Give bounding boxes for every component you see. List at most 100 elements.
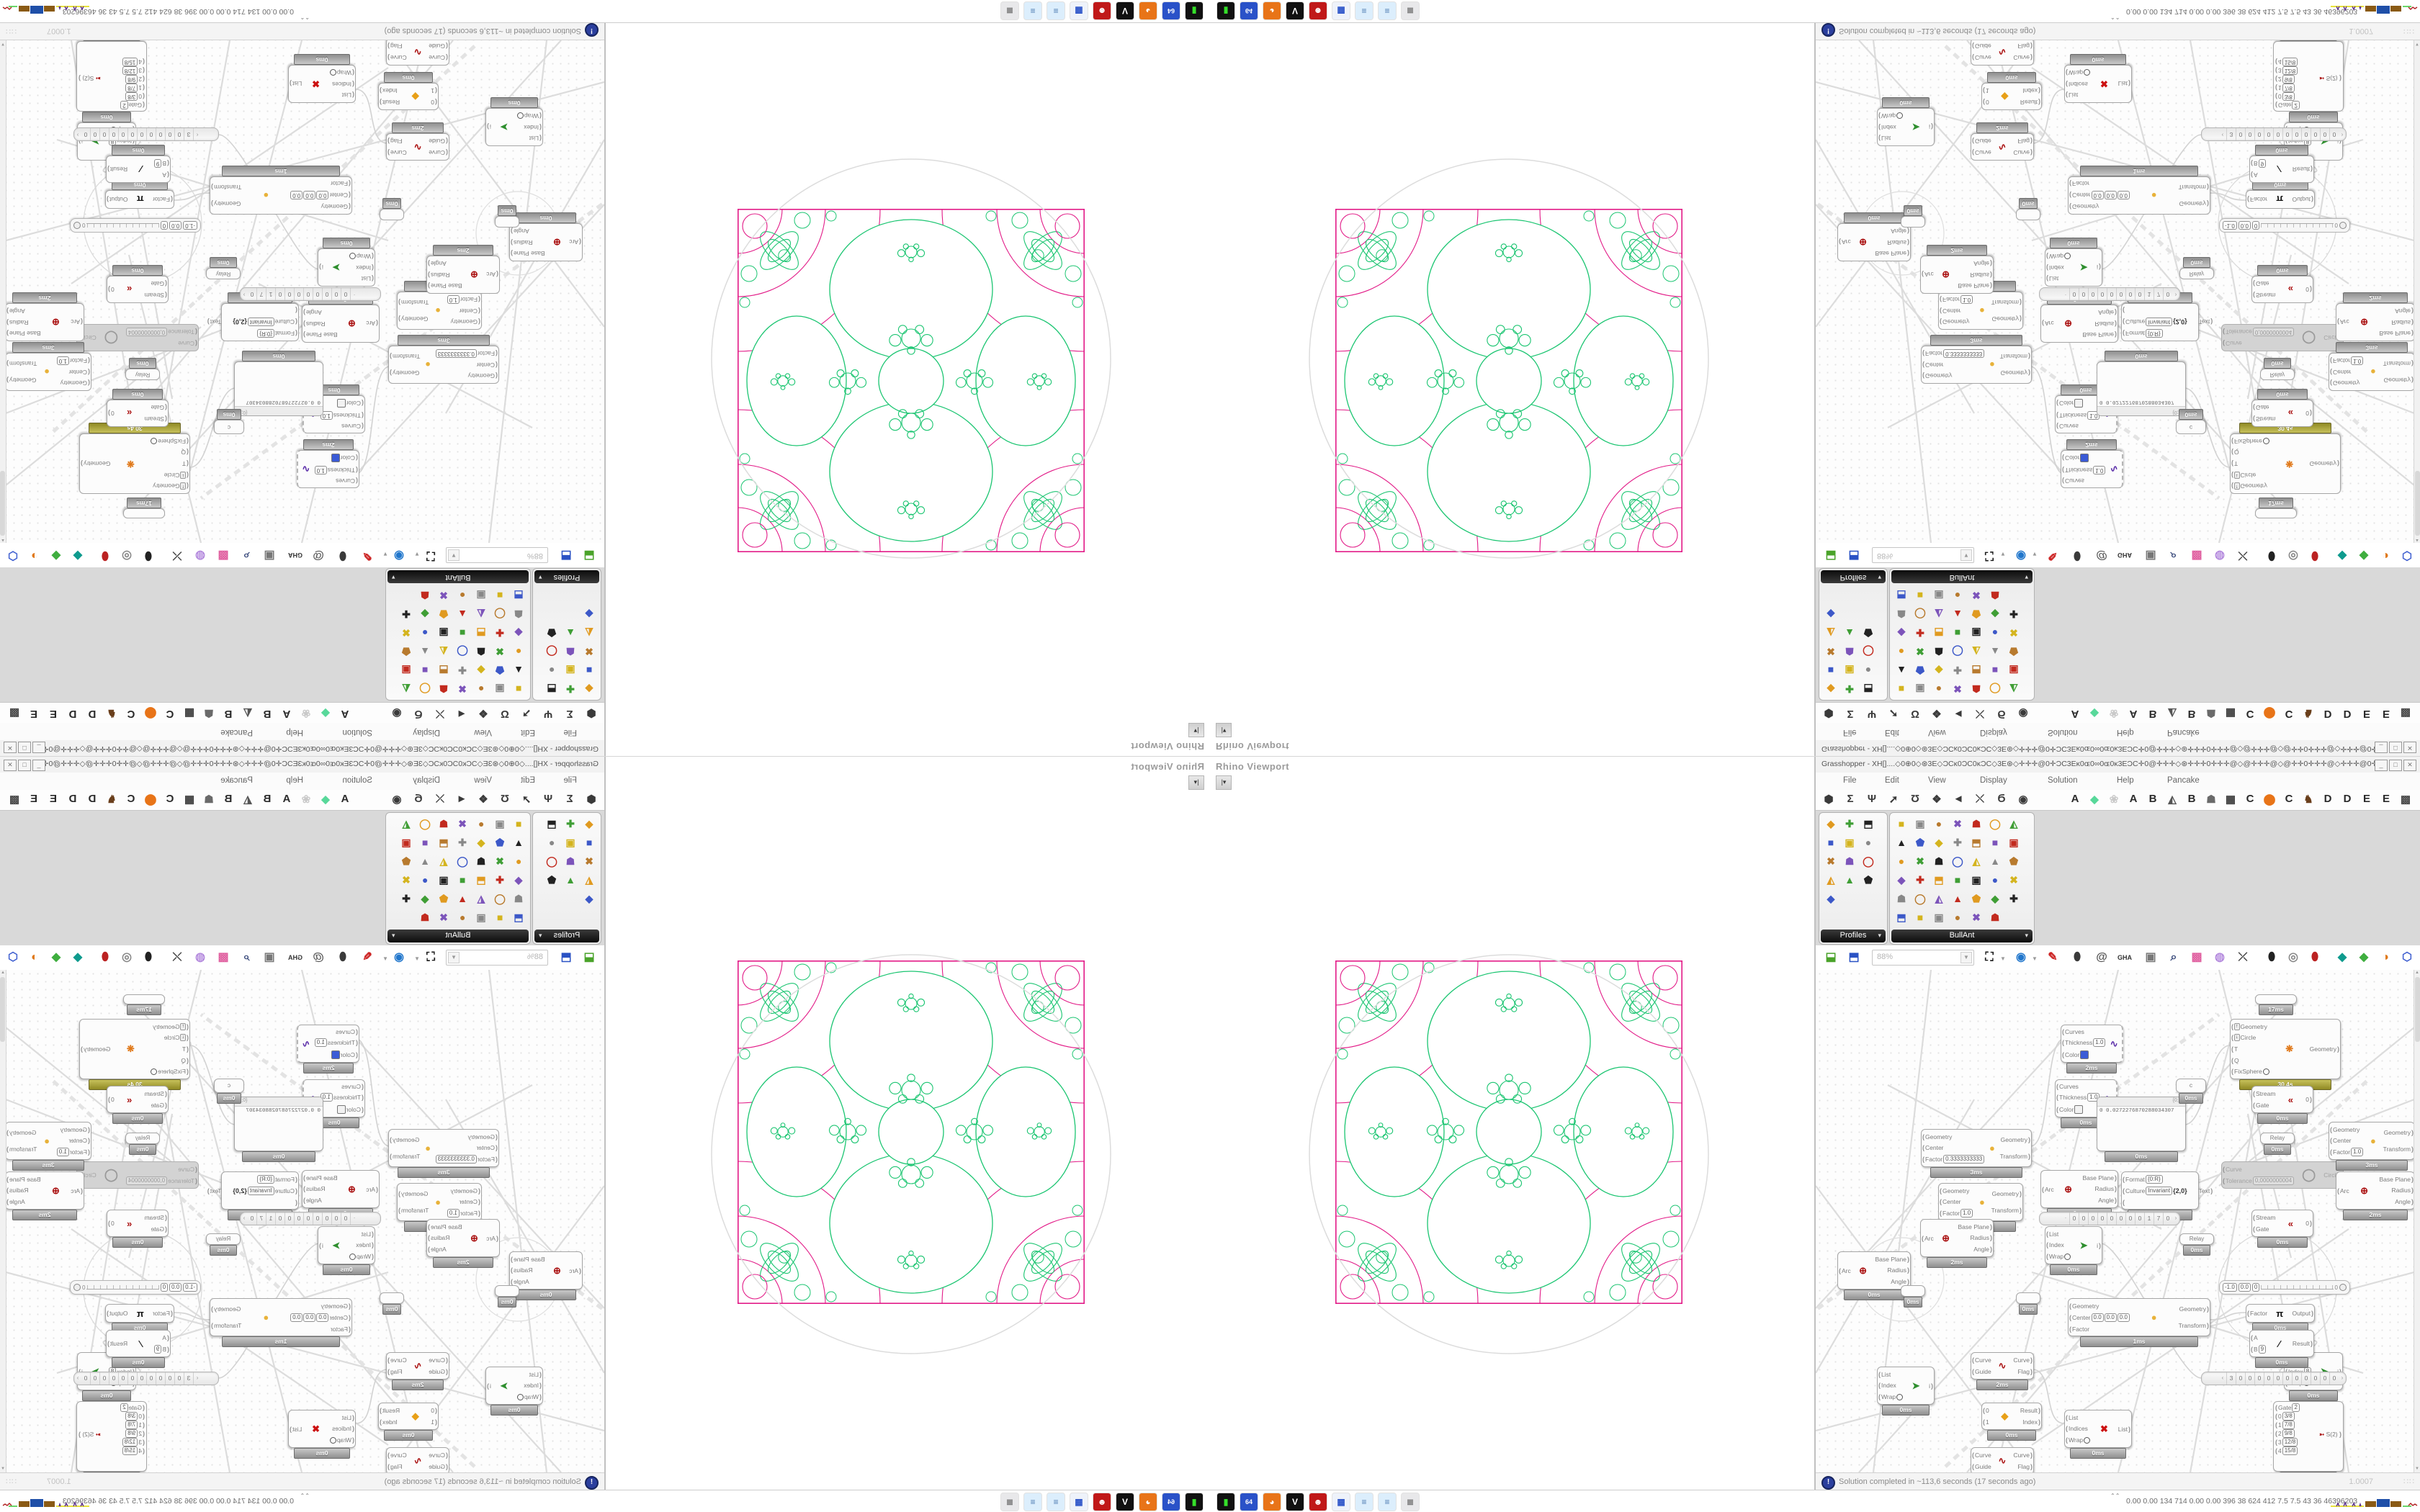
small-node[interactable]: 0ms [495,205,519,228]
component-icon[interactable]: ◯ [1952,646,1963,657]
menu-help[interactable]: Help [286,776,303,785]
robot-icon[interactable]: ☻ [1309,2,1327,19]
component-icon[interactable]: ◭ [439,646,448,657]
tab-gem[interactable]: ◆ [2090,793,2099,806]
zoom-combobox[interactable]: 88% ▼ [446,547,548,563]
chevron-down-icon[interactable]: ▼ [2032,955,2038,962]
tab-grid[interactable]: ▦ [2225,793,2236,806]
tab-vector[interactable]: ➚ [521,793,532,806]
component-icon[interactable]: ⬟ [547,874,557,886]
robot-icon[interactable]: ☻ [1093,1493,1111,1511]
component-icon[interactable]: ▲ [1990,646,2000,657]
gem-orange-icon[interactable]: ◑ [31,549,38,562]
deconstruct-arc-node[interactable]: (Arc ⊕ Base Plane) Radius) Angle) 2ms [426,245,500,294]
small-node[interactable]: 17ms [2255,994,2297,1015]
stream-gate-node[interactable]: (Gate 2(0 3/8(1 7/8(2 9/8(3 12/8(4 15/8 ➳ S(2) … [2273,40,2344,112]
tab-gem[interactable]: ◆ [321,707,330,719]
firefox-icon[interactable]: ◕ [1263,2,1281,19]
component-icon[interactable]: ☗ [1990,912,2000,923]
viewport-collapse-button[interactable]: |▾ [1188,723,1204,737]
list-item-node[interactable]: (List(Index(Wrap ➤ i) 0ms [318,238,375,287]
component-icon[interactable]: ☗ [1971,818,1981,829]
chevron-down-icon[interactable]: ▼ [382,955,388,962]
component-icon[interactable]: ✖ [1916,855,1924,867]
relay-node[interactable]: Relay 0ms [2179,257,2214,279]
palette-label[interactable]: Profiles ▾ [1821,930,1886,942]
component-icon[interactable]: ◭ [2009,683,2018,695]
tab-mouse[interactable]: ☗ [2206,707,2216,719]
stream-gate-node[interactable]: (Gate 2(0 3/8(1 7/8(2 9/8(3 12/8(4 15/8 ➳ S(2) … [2273,1401,2344,1472]
component-icon[interactable]: ■ [586,665,593,676]
component-icon[interactable]: ■ [496,912,503,923]
component-icon[interactable]: ☗ [1845,646,1855,657]
tab-a2[interactable]: A [2129,793,2138,805]
component-icon[interactable]: ◆ [421,893,429,904]
red-cylinder-icon[interactable]: ⬮ [2311,951,2319,963]
deconstruct-arc-node[interactable]: (Arc⊕Base Plane)Radius)Angle)0ms [1837,212,1911,261]
maximize-button[interactable]: □ [18,742,31,753]
save-file-icon[interactable]: ⬒ [1848,951,1860,963]
gem-teal-icon[interactable]: ◆ [2337,951,2347,963]
component-icon[interactable]: ☗ [1934,646,1944,657]
tab-orange[interactable]: ⬤ [2263,707,2276,719]
loop-solver-node[interactable]: (↑ Geometry(↓ Circle(T(Q(FixSphere ❋ Geometr… [2230,1019,2341,1090]
scale-node[interactable]: (Geometry(Center(Factor 1.0 ● Geometry) Tran… [397,1183,482,1232]
format-node[interactable]: (Format {0:R}(Culture Invariant {2,0}(Text)… [207,1171,299,1220]
sketch-icon[interactable]: ✎ [2048,549,2058,562]
notepad-icon[interactable]: ≡ [1047,1493,1065,1511]
component-icon[interactable]: ▲ [457,893,467,904]
wire-display-icon[interactable]: ⤫ [172,549,182,562]
component-icon[interactable]: ☗ [476,646,486,657]
component-icon[interactable]: ▣ [401,837,411,848]
tab-e1[interactable]: E [50,708,58,720]
tab-e2[interactable]: E [30,793,38,805]
small-node[interactable]: 17ms [2255,498,2297,518]
component-icon[interactable]: ▣ [1915,818,1925,829]
preview-eye-icon[interactable]: ◉ [394,951,404,963]
stream-gate-node[interactable]: (Gate 2(0 3/8(1 7/8(2 9/8(3 12/8(4 15/8 ➳ S(2) … [76,1401,147,1472]
tab-transform[interactable]: Ϭ [1997,793,2006,805]
component-icon[interactable]: ● [548,665,555,676]
open-file-icon[interactable]: ⬓ [583,951,595,963]
component-icon[interactable]: ✚ [1953,837,1962,848]
menu-edit[interactable]: Edit [1885,776,1899,785]
menu-help[interactable]: Help [2117,728,2134,737]
tab-dots[interactable]: ▩ [2400,793,2411,806]
component-icon[interactable]: ■ [515,683,522,695]
tab-d2[interactable]: D [2343,708,2352,720]
component-icon[interactable]: ⬒ [1863,818,1873,829]
component-icon[interactable]: ⬟ [439,893,449,904]
list-item-node[interactable]: (List(Index(Wrap ➤ i) 0ms [485,97,543,146]
gem-green-icon[interactable]: ◆ [51,549,61,562]
calculator-icon[interactable]: ▦ [1332,2,1350,19]
gem-orange-icon[interactable]: ◑ [2382,549,2389,562]
terminal-icon[interactable]: ▮ [1217,2,1234,19]
deconstruct-arc-node[interactable]: (Arc ⊕ Base Plane) Radius) Angle) 2ms [2336,292,2414,341]
canvas-scrollbar[interactable]: ▲ ▼ [0,970,6,1472]
component-icon[interactable]: ◯ [419,818,431,829]
component-icon[interactable]: ▲ [1953,893,1963,904]
component-icon[interactable]: ☗ [1896,608,1906,620]
digit-slider-node[interactable]: · 0 0 0 0 0 0 0 0 1 7 0 › [2039,287,2180,301]
tab-brain[interactable]: ❀ [301,793,311,806]
panel-node[interactable]: {0;0} 0 0.0272276870288034307 0ms [2097,351,2186,416]
tab-maths[interactable]: Σ [566,793,573,805]
digit-slider-node[interactable]: ‹ 3 0 0 0 0 0 0 0 0 0 0 0 › [2201,127,2347,141]
component-icon[interactable]: ◭ [1972,855,1981,867]
component-icon[interactable]: ▲ [565,874,575,886]
tab-mouse[interactable]: ☗ [2206,793,2216,806]
scale-nu-node[interactable]: (Geometry(Center 0.0 0.0 0.0(Factor ● Geometr… [210,1298,352,1347]
component-icon[interactable]: ● [459,590,466,601]
relay-node[interactable]: Relay 0ms [2179,1233,2214,1256]
tab-display[interactable]: ◉ [392,793,402,806]
chevron-down-icon[interactable]: ▼ [414,955,420,962]
close-button[interactable]: ✕ [2403,760,2416,771]
deconstruct-arc-node[interactable]: (Arc⊕Base Plane)Radius)Angle)0ms [509,1251,583,1300]
tab-b1[interactable]: B [263,708,272,720]
component-icon[interactable]: ☗ [565,855,575,867]
component-icon[interactable]: ▣ [1845,837,1855,848]
component-icon[interactable]: ☗ [420,590,430,601]
component-icon[interactable]: ✖ [585,855,593,867]
